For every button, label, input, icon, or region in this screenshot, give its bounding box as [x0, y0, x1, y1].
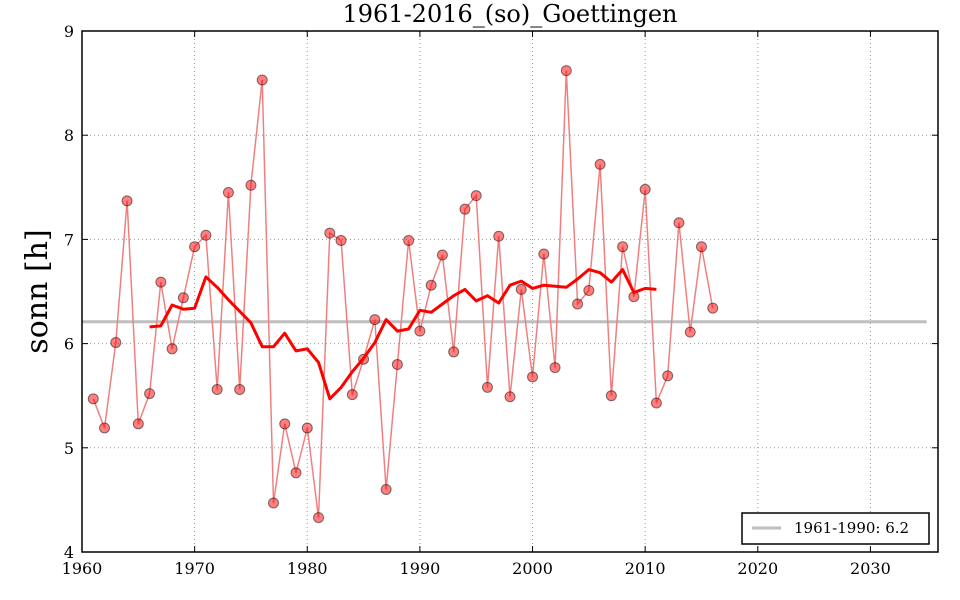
data-point [560, 65, 572, 77]
data-point [605, 390, 617, 402]
moving-average-series [149, 268, 657, 401]
legend-label: 1961-1990: 6.2 [794, 519, 909, 537]
data-point [403, 234, 415, 246]
y-tick-label: 6 [64, 335, 74, 354]
y-axis-title: sonn [h] [20, 229, 55, 353]
data-point [380, 483, 392, 495]
x-tick-label: 2000 [512, 559, 553, 578]
data-point [538, 248, 550, 260]
data-point [707, 302, 719, 314]
annual-series [87, 65, 719, 524]
data-point [189, 241, 201, 253]
x-tick-label: 2010 [625, 559, 666, 578]
y-tick-label: 7 [64, 230, 74, 249]
data-point [639, 183, 651, 195]
data-point [155, 276, 167, 288]
data-point [673, 217, 685, 229]
data-point [313, 512, 325, 524]
data-point [572, 298, 584, 310]
data-point [290, 467, 302, 479]
data-point [234, 383, 246, 395]
data-point [583, 284, 595, 296]
data-point [324, 227, 336, 239]
data-point [335, 234, 347, 246]
data-point [662, 370, 674, 382]
data-point [448, 346, 460, 358]
data-point [527, 371, 539, 383]
x-tick-label: 1970 [174, 559, 215, 578]
data-point [200, 229, 212, 241]
data-point [245, 179, 257, 191]
data-point [617, 241, 629, 253]
data-point [177, 292, 189, 304]
data-point [515, 283, 527, 295]
data-point [166, 343, 178, 355]
data-point [695, 241, 707, 253]
data-point [132, 418, 144, 430]
data-point [594, 158, 606, 170]
data-point [414, 325, 426, 337]
data-point [481, 381, 493, 393]
data-point [256, 74, 268, 86]
data-point [121, 195, 133, 207]
data-point [211, 383, 223, 395]
x-tick-label: 2030 [850, 559, 891, 578]
data-point [99, 422, 111, 434]
grid [82, 31, 938, 552]
data-point [301, 422, 313, 434]
y-tick-label: 9 [64, 22, 74, 41]
y-tick-label: 8 [64, 126, 74, 145]
data-point [391, 358, 403, 370]
axes: 1960 1970 1980 1990 2000 2010 2020 2030 4 5 6 7 8 9 [62, 22, 939, 578]
y-tick-label: 5 [64, 439, 74, 458]
data-point [436, 249, 448, 261]
chart-title: 1961-2016_(so)_Goettingen [342, 0, 677, 28]
legend: 1961-1990: 6.2 [741, 512, 930, 545]
x-tick-label: 1960 [62, 559, 103, 578]
data-point [87, 393, 99, 405]
data-point [549, 362, 561, 374]
data-point [684, 326, 696, 338]
data-point [110, 337, 122, 349]
x-tick-label: 1990 [400, 559, 441, 578]
data-point [222, 187, 234, 199]
data-point [279, 418, 291, 430]
x-tick-label: 2020 [737, 559, 778, 578]
x-tick-label: 1980 [287, 559, 328, 578]
data-point [369, 314, 381, 326]
data-point [493, 230, 505, 242]
data-point [267, 497, 279, 509]
data-point [144, 388, 156, 400]
plot-frame [81, 30, 939, 553]
data-point [425, 279, 437, 291]
data-point [504, 391, 516, 403]
data-point [650, 397, 662, 409]
y-tick-label: 4 [64, 543, 74, 562]
moving-average-line [149, 268, 657, 401]
data-point [346, 389, 358, 401]
data-point [470, 190, 482, 202]
data-point [459, 203, 471, 215]
